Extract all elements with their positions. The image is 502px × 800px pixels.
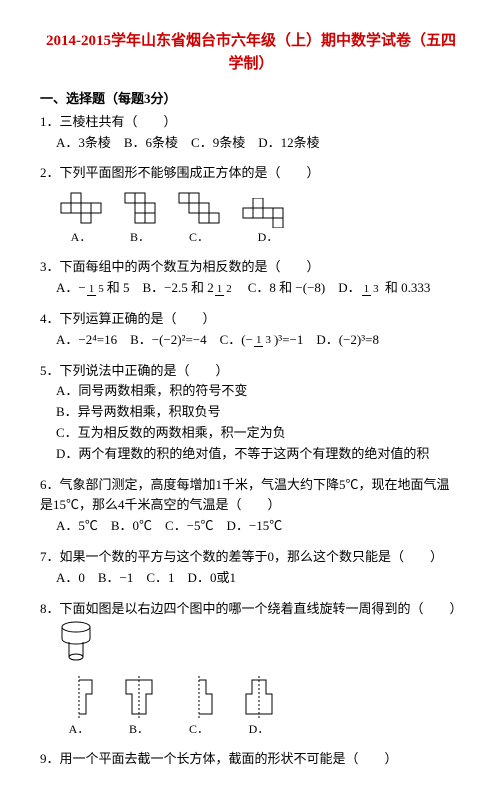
net-icon <box>56 188 106 228</box>
q2-option-a: A． <box>56 188 106 247</box>
fraction: 13 <box>362 284 381 295</box>
question-4: 4．下列运算正确的是（ ） A．−2⁴=16 B．−(−2)²=−4 C．(−1… <box>40 309 462 351</box>
solid-icon <box>56 619 96 663</box>
question-6: 6．气象部门测定，高度每增加1千米，气温大约下降5℃，现在地面气温是15℃，那么… <box>40 475 462 537</box>
net-icon <box>174 188 224 228</box>
question-3: 3．下面每组中的两个数互为相反数的是（ ） A．−15和 5 B．−2.5 和 … <box>40 257 462 299</box>
profile-icon <box>236 674 282 720</box>
question-7: 7．如果一个数的平方与这个数的差等于0，那么这个数只能是（ ） A．0 B．−1… <box>40 547 462 589</box>
fraction: 12 <box>215 284 234 295</box>
q6-options: A．5℃ B．0℃ C．−5℃ D．−15℃ <box>56 516 462 537</box>
q4-options: A．−2⁴=16 B．−(−2)²=−4 C．(−13)³=−1 D．(−2)³… <box>56 330 462 351</box>
question-9: 9．用一个平面去截一个长方体，截面的形状不可能是（ ） <box>40 749 462 770</box>
q6-stem: 6．气象部门测定，高度每增加1千米，气温大约下降5℃，现在地面气温是15℃，那么… <box>40 475 462 517</box>
q5-stem: 5．下列说法中正确的是（ ） <box>40 361 462 382</box>
q8-option-b: B． <box>116 674 162 739</box>
q4-stem: 4．下列运算正确的是（ ） <box>40 309 462 330</box>
q8-option-c: C． <box>176 674 222 739</box>
question-1: 1．三棱柱共有（ ） A．3条棱 B．6条棱 C．9条棱 D．12条棱 <box>40 112 462 154</box>
profile-icon <box>116 674 162 720</box>
q2-stem: 2．下列平面图形不能够围成正方体的是（ ） <box>40 163 462 184</box>
q5-opt-c: C．互为相反数的两数相乘，积一定为负 <box>56 423 462 444</box>
q8-option-d: D． <box>236 674 282 739</box>
q7-stem: 7．如果一个数的平方与这个数的差等于0，那么这个数只能是（ ） <box>40 547 462 568</box>
q2-option-b: B． <box>120 188 160 247</box>
question-8: 8．下面如图是以右边四个图中的哪一个绕着直线旋转一周得到的（ ） A． B． <box>40 599 462 740</box>
q7-options: A．0 B．−1 C．1 D．0或1 <box>56 568 462 589</box>
q2-option-c: C． <box>174 188 224 247</box>
q5-opt-a: A．同号两数相乘，积的符号不变 <box>56 381 462 402</box>
q8-option-a: A． <box>56 674 102 739</box>
fraction: 15 <box>87 284 106 295</box>
q1-stem: 1．三棱柱共有（ ） <box>40 112 462 133</box>
q3-options: A．−15和 5 B．−2.5 和 212 C．8 和 −(−8) D．13 和… <box>56 278 462 299</box>
question-2: 2．下列平面图形不能够围成正方体的是（ ） A． B． C． <box>40 163 462 247</box>
q9-stem: 9．用一个平面去截一个长方体，截面的形状不可能是（ ） <box>40 749 462 770</box>
q5-opt-d: D．两个有理数的积的绝对值，不等于这两个有理数的绝对值的积 <box>56 444 462 465</box>
profile-icon <box>56 674 102 720</box>
q2-option-d: D． <box>238 198 298 247</box>
q5-opt-b: B．异号两数相乘，积取负号 <box>56 402 462 423</box>
q3-stem: 3．下面每组中的两个数互为相反数的是（ ） <box>40 257 462 278</box>
q1-options: A．3条棱 B．6条棱 C．9条棱 D．12条棱 <box>56 133 462 154</box>
q8-stem: 8．下面如图是以右边四个图中的哪一个绕着直线旋转一周得到的（ ） <box>40 599 462 620</box>
net-icon <box>120 188 160 228</box>
page-title: 2014-2015学年山东省烟台市六年级（上）期中数学试卷（五四学制） <box>40 30 462 75</box>
section-heading: 一、选择题（每题3分） <box>40 89 462 110</box>
question-5: 5．下列说法中正确的是（ ） A．同号两数相乘，积的符号不变 B．异号两数相乘，… <box>40 361 462 465</box>
fraction: 13 <box>254 335 273 346</box>
profile-icon <box>176 674 222 720</box>
net-icon <box>238 198 298 228</box>
